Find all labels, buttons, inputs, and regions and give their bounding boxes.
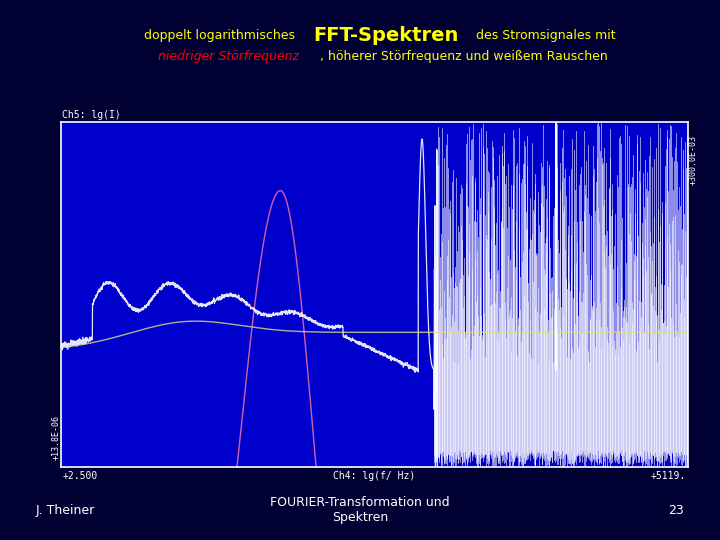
Text: Ch5: lg(I): Ch5: lg(I) <box>63 111 121 120</box>
Text: 23: 23 <box>668 504 684 517</box>
Text: +2.500: +2.500 <box>63 470 98 481</box>
Text: des Stromsignales mit: des Stromsignales mit <box>472 29 615 42</box>
Text: +300.0E-03: +300.0E-03 <box>688 136 697 185</box>
Text: FFT-Spektren: FFT-Spektren <box>313 25 459 45</box>
Text: J. Theiner: J. Theiner <box>36 504 95 517</box>
Text: +13.8E-06: +13.8E-06 <box>52 415 60 460</box>
Text: niedriger Störfrequenz: niedriger Störfrequenz <box>158 50 300 63</box>
Text: +5119.: +5119. <box>651 470 686 481</box>
Text: doppelt logarithmisches: doppelt logarithmisches <box>144 29 299 42</box>
Text: Ch4: lg(f/ Hz): Ch4: lg(f/ Hz) <box>333 470 415 481</box>
Text: FOURIER-Transformation und
Spektren: FOURIER-Transformation und Spektren <box>270 496 450 524</box>
Text: , höherer Störfrequenz und weißem Rauschen: , höherer Störfrequenz und weißem Rausch… <box>320 50 608 63</box>
